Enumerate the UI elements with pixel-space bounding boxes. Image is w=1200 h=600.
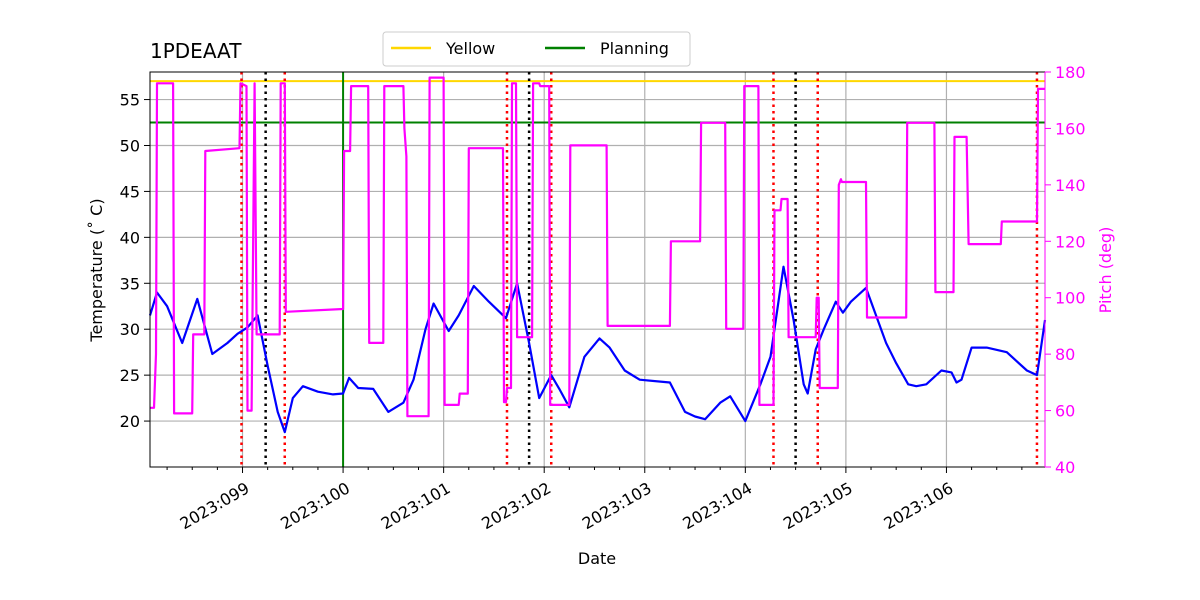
event-lines <box>240 72 1039 467</box>
x-tick-label-5: 2023:104 <box>679 478 755 533</box>
series-line-pitch <box>150 76 1045 418</box>
legend-label-planning: Planning <box>600 39 669 58</box>
y-axis-right: 40 60 80 100 120 140 160 180 <box>1044 63 1086 477</box>
series <box>148 76 1047 434</box>
y2-tick-label-2: 80 <box>1055 345 1075 364</box>
x-tick-label-7: 2023:106 <box>881 478 957 533</box>
y-tick-label-1: 25 <box>120 366 140 385</box>
x-tick-label-4: 2023:103 <box>579 478 655 533</box>
y2-tick-label-6: 160 <box>1055 119 1086 138</box>
x-tick-label-3: 2023:102 <box>478 478 554 533</box>
y2-tick-label-3: 100 <box>1055 289 1086 308</box>
y2-tick-label-1: 60 <box>1055 402 1075 421</box>
y-tick-label-7: 55 <box>120 91 140 110</box>
legend-box <box>382 31 691 67</box>
x-tick-label-1: 2023:100 <box>277 478 353 533</box>
y-axis-label: Temperature (˚ C) <box>87 198 106 342</box>
x-tick-label-0: 2023:099 <box>177 478 253 533</box>
legend: Yellow Planning <box>382 31 691 67</box>
y2-tick-label-5: 140 <box>1055 176 1086 195</box>
y-tick-label-2: 30 <box>120 320 140 339</box>
y-tick-label-3: 35 <box>120 274 140 293</box>
x-tick-label-6: 2023:105 <box>780 478 856 533</box>
y-tick-label-4: 40 <box>120 228 140 247</box>
x-tick-label-2: 2023:101 <box>378 478 454 533</box>
y2-axis-label: Pitch (deg) <box>1096 227 1115 314</box>
chart-title: 1PDEAAT <box>150 39 242 63</box>
y2-tick-label-0: 40 <box>1055 458 1075 477</box>
x-axis: 2023:099 2023:100 2023:101 2023:102 2023:103… <box>166 467 1023 533</box>
y2-tick-label-7: 180 <box>1055 63 1086 82</box>
legend-label-yellow: Yellow <box>445 39 495 58</box>
series-line-temperature <box>148 265 1047 434</box>
y-tick-label-0: 20 <box>120 412 140 431</box>
y-axis-left: 20 25 30 35 40 45 50 55 <box>120 91 150 431</box>
y-tick-label-5: 45 <box>120 182 140 201</box>
y-tick-label-6: 50 <box>120 136 140 155</box>
x-axis-label: Date <box>578 549 616 568</box>
limit-lines <box>150 80 1045 124</box>
grid <box>150 72 1045 467</box>
y2-tick-label-4: 120 <box>1055 232 1086 251</box>
